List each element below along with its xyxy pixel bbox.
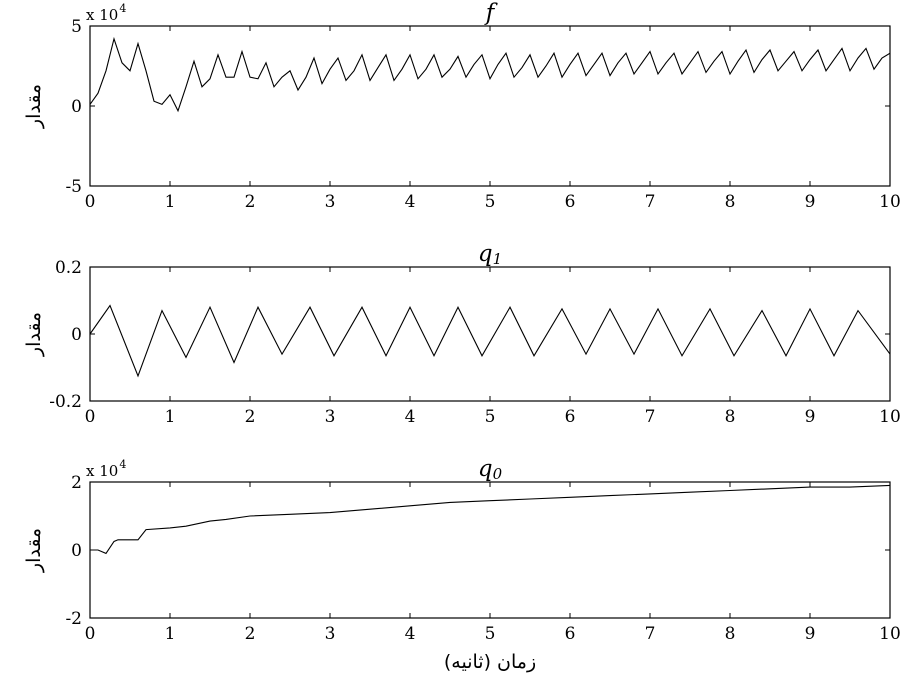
x-tick-label: 3 [325,192,336,212]
x-tick-label: 9 [805,624,816,644]
y-tick-label: 0.2 [55,258,82,278]
axes-frame [89,481,891,619]
x-tick-label: 5 [485,192,496,212]
x-tick-label: 9 [805,192,816,212]
chart-title-subscript: 0 [493,465,503,483]
y-tick-label: 5 [71,17,82,37]
x-tick-label: 4 [405,192,416,212]
x-tick-label: 2 [245,192,256,212]
chart-title-text: f [484,0,498,26]
axis-multiplier-base: x 10 [86,462,118,480]
x-tick-label: 7 [645,407,656,427]
x-tick-label: 6 [565,407,576,427]
y-tick-label: 0 [71,541,82,561]
chart-title-text: q [478,456,493,482]
x-tick-label: 0 [85,624,96,644]
y-tick-label: 2 [71,473,82,493]
x-tick-label: 10 [879,192,901,212]
x-tick-label: 7 [645,192,656,212]
axis-multiplier-exponent: 4 [119,2,126,15]
x-tick-label: 8 [725,192,736,212]
series-line-1 [90,484,891,555]
chart-title: q0 [478,456,503,483]
axes-frame [89,266,891,402]
series-line-1 [89,36,891,113]
x-tick-label: 7 [645,624,656,644]
x-tick-label: 4 [405,624,416,644]
y-axis-label: مقدار [23,528,45,573]
y-tick-label: 0 [71,325,82,345]
x-tick-label: 4 [405,407,416,427]
chart-title-subscript: 1 [493,250,503,268]
x-tick-label: 8 [725,624,736,644]
chart-title: f [484,0,498,26]
y-axis-label: مقدار [23,84,45,129]
y-tick-label: -0.2 [49,392,82,412]
x-tick-label: 2 [245,407,256,427]
x-tick-label: 3 [325,407,336,427]
x-tick-label: 5 [485,407,496,427]
series-line-1 [89,304,891,378]
chart-title: q1 [478,241,502,268]
axis-multiplier-exponent: 4 [119,458,126,471]
x-tick-label: 6 [565,192,576,212]
x-tick-label: 2 [245,624,256,644]
axis-multiplier: x 104 [86,2,126,24]
y-tick-label: -5 [65,177,82,197]
y-tick-label: -2 [65,609,82,629]
axis-multiplier: x 104 [86,458,126,480]
x-tick-label: 0 [85,407,96,427]
y-axis-label: مقدار [23,312,45,357]
x-tick-label: 6 [565,624,576,644]
x-tick-label: 8 [725,407,736,427]
chart-title-text: q [478,241,493,267]
x-tick-label: 1 [165,407,176,427]
x-tick-label: 1 [165,624,176,644]
x-tick-label: 9 [805,407,816,427]
x-tick-label: 10 [879,624,901,644]
y-tick-label: 0 [71,97,82,117]
x-axis-label: زمان (ثانیه) [444,651,536,673]
x-tick-label: 3 [325,624,336,644]
x-tick-label: 10 [879,407,901,427]
axis-multiplier-base: x 10 [86,6,118,24]
x-tick-label: 1 [165,192,176,212]
x-tick-label: 5 [485,624,496,644]
x-tick-label: 0 [85,192,96,212]
